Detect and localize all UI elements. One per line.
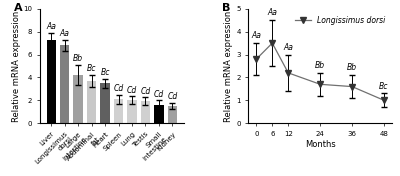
Bar — [154, 105, 164, 123]
Text: Aa: Aa — [251, 31, 261, 40]
Bar — [74, 75, 83, 123]
Text: Bc: Bc — [100, 68, 110, 77]
Text: Aa: Aa — [46, 22, 56, 31]
Bar — [114, 99, 123, 123]
Text: Cd: Cd — [140, 87, 151, 96]
Legend: Longissimus dorsi: Longissimus dorsi — [292, 13, 388, 28]
Text: Bc: Bc — [87, 64, 96, 73]
Text: Cd: Cd — [154, 90, 164, 99]
Text: Aa: Aa — [283, 43, 293, 52]
Text: Cd: Cd — [127, 86, 137, 95]
Text: Aa: Aa — [60, 29, 70, 38]
Text: Cd: Cd — [114, 84, 124, 93]
Bar — [46, 40, 56, 123]
Bar — [60, 45, 70, 123]
Text: A: A — [14, 3, 23, 13]
Text: Aa: Aa — [267, 8, 277, 17]
Text: Bb: Bb — [73, 54, 83, 63]
Text: Cd: Cd — [167, 92, 178, 101]
Text: Bb: Bb — [315, 61, 325, 70]
Y-axis label: Relative mRNA expression: Relative mRNA expression — [12, 10, 20, 122]
Y-axis label: Relative mRNA expression: Relative mRNA expression — [224, 10, 234, 122]
X-axis label: Months: Months — [305, 140, 336, 149]
Bar — [141, 101, 150, 123]
Bar — [87, 81, 96, 123]
Bar — [100, 83, 110, 123]
Text: Bb: Bb — [347, 63, 357, 72]
Text: B: B — [222, 3, 231, 13]
Bar — [127, 100, 137, 123]
Text: Bc: Bc — [379, 82, 389, 91]
Bar — [168, 106, 177, 123]
